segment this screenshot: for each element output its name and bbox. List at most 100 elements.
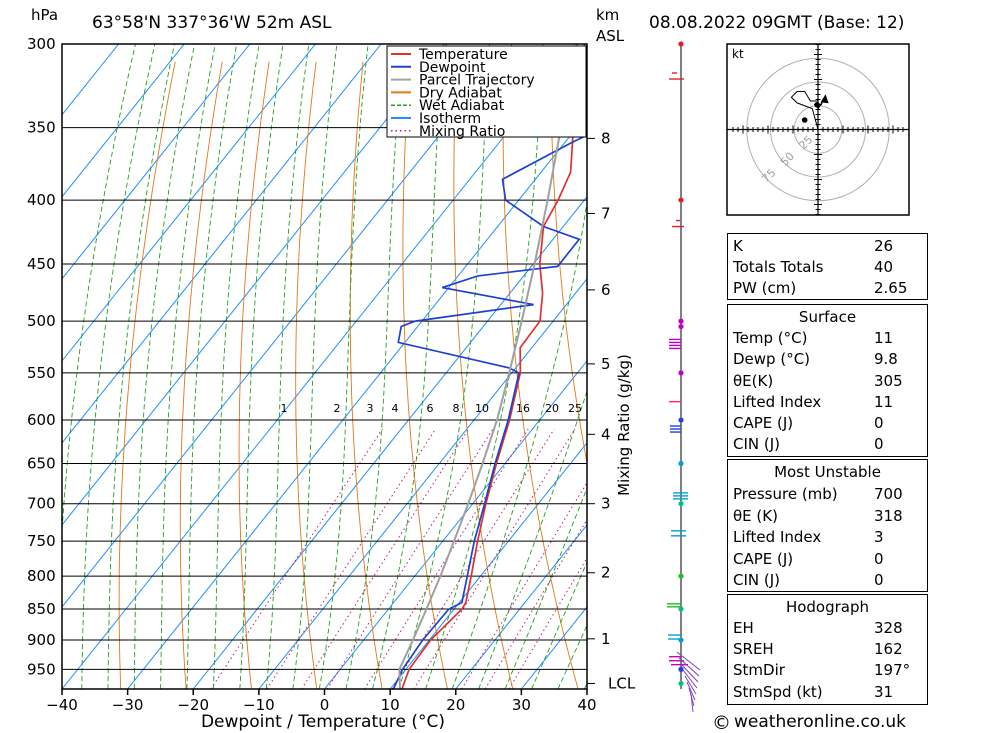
location-title: 63°58'N 337°36'W 52m ASL — [92, 13, 332, 33]
wet-adiabat-line — [239, 44, 284, 689]
mixing-ratio-label: 10 — [475, 402, 489, 415]
surface-label: Temp (°C) — [733, 329, 808, 347]
mu-value: 318 — [874, 507, 903, 525]
wet-adiabat-line — [398, 44, 490, 689]
wind-barb — [680, 663, 699, 683]
km-tick-label: 1 — [601, 630, 611, 648]
x-axis-label: Dewpoint / Temperature (°C) — [201, 712, 445, 732]
wind-barb — [684, 675, 697, 695]
surface-row: CAPE (J) 0 — [728, 412, 927, 433]
isotherm-line — [62, 44, 382, 444]
mixing-ratio-label: 6 — [427, 402, 434, 415]
x-tick-label: −40 — [46, 696, 78, 714]
legend-label: Parcel Trajectory — [419, 73, 535, 89]
x-tick-label: 0 — [320, 696, 330, 714]
isotherm-line — [455, 524, 587, 689]
wind-level-dot — [678, 501, 684, 507]
mixing-ratio-label: 4 — [392, 402, 399, 415]
mixing-ratio-label: 25 — [568, 402, 582, 415]
surface-label: CIN (J) — [733, 435, 781, 453]
legend-label: Isotherm — [419, 111, 481, 127]
mu-row: Pressure (mb) 700 — [728, 483, 927, 504]
surface-row: Temp (°C) 11 — [728, 327, 927, 348]
wet-adiabat-line — [160, 44, 216, 689]
hodo-row: StmSpd (kt) 31 — [728, 681, 927, 702]
index-value: 26 — [874, 237, 894, 255]
km-tick-label: 5 — [601, 355, 611, 373]
mu-value: 700 — [874, 485, 903, 503]
km-tick-label: 3 — [601, 495, 611, 513]
pressure-tick-label: 300 — [27, 35, 56, 53]
dry-adiabat-line — [502, 61, 579, 689]
isotherm-line — [62, 44, 316, 362]
wind-level-dot — [678, 197, 684, 203]
pressure-tick-label: 600 — [27, 411, 56, 429]
hodograph-point — [814, 102, 820, 108]
dry-adiabat-line — [179, 61, 223, 689]
wind-level-dot — [678, 323, 684, 330]
index-label: Totals Totals — [733, 258, 824, 276]
isotherm-line — [62, 44, 185, 198]
wet-adiabat-line — [186, 44, 238, 689]
legend-label: Wet Adiabat — [419, 98, 505, 114]
surface-title: Surface — [798, 308, 857, 326]
hodograph-title: Hodograph — [785, 598, 870, 616]
surface-label: Dewp (°C) — [733, 350, 811, 368]
pressure-tick-label: 900 — [27, 631, 56, 649]
index-row-totals: Totals Totals 40 — [728, 256, 927, 277]
wet-adiabat-line — [531, 561, 587, 689]
mu-label: CAPE (J) — [733, 550, 794, 568]
wind-barb — [676, 651, 701, 671]
pressure-tick-label: 800 — [27, 567, 56, 585]
pressure-tick-label: 850 — [27, 600, 56, 618]
mixing-ratio-line — [484, 518, 587, 689]
surface-value: 11 — [874, 393, 894, 411]
hodo-value: 31 — [874, 683, 894, 701]
mixing-ratio-line — [364, 428, 529, 689]
wet-adiabat-line — [81, 44, 156, 689]
hodo-value: 328 — [874, 619, 903, 637]
isotherm-line — [127, 113, 587, 689]
plot-frame — [61, 43, 588, 690]
isotherm-line — [62, 44, 251, 280]
chart-series — [392, 44, 587, 689]
surface-label: CAPE (J) — [733, 414, 794, 432]
lcl-label: LCL — [608, 674, 636, 692]
wet-adiabat-line — [265, 44, 310, 689]
mu-label: Pressure (mb) — [733, 485, 838, 503]
hodograph-trace — [790, 91, 819, 130]
site-name[interactable]: weatheronline.co.uk — [734, 712, 906, 732]
dry-adiabat-line — [402, 61, 448, 689]
chart-axes: 3003504004505005506006507007508008509009… — [27, 35, 636, 714]
wet-adiabat-line — [504, 487, 587, 689]
km-label: km — [596, 6, 619, 24]
mixing-ratio-line — [413, 428, 576, 689]
km-tick-label: 7 — [601, 204, 611, 222]
index-label: PW (cm) — [733, 279, 797, 297]
wind-level-dot — [678, 680, 684, 687]
mixing-ratio-label: 20 — [545, 402, 559, 415]
mixing-ratio-line — [326, 428, 494, 689]
surface-panel: Surface Temp (°C) 11 Dewp (°C) 9.8 θE(K) 30… — [727, 304, 928, 457]
x-tick-label: −20 — [177, 696, 209, 714]
surface-row: CIN (J) 0 — [728, 433, 927, 454]
mixing-ratio-label: 16 — [516, 402, 530, 415]
pressure-tick-label: 750 — [27, 532, 56, 550]
wind-level-dot — [678, 417, 684, 423]
km-tick-label: 6 — [601, 281, 611, 299]
pressure-tick-label: 950 — [27, 660, 56, 678]
mu-label: CIN (J) — [733, 571, 781, 589]
storm-motion-dot — [801, 117, 808, 123]
mixing-ratio-line — [210, 428, 383, 689]
index-label: K — [733, 237, 743, 255]
wet-adiabat-line — [425, 44, 544, 689]
x-tick-label: −10 — [243, 696, 275, 714]
surface-value: 0 — [874, 435, 884, 453]
pressure-tick-label: 450 — [27, 255, 56, 273]
km-tick-label: 2 — [601, 564, 611, 582]
series-line-parcel — [398, 44, 578, 689]
dry-adiabat-line — [118, 61, 176, 689]
dry-adiabat-line — [238, 61, 270, 689]
